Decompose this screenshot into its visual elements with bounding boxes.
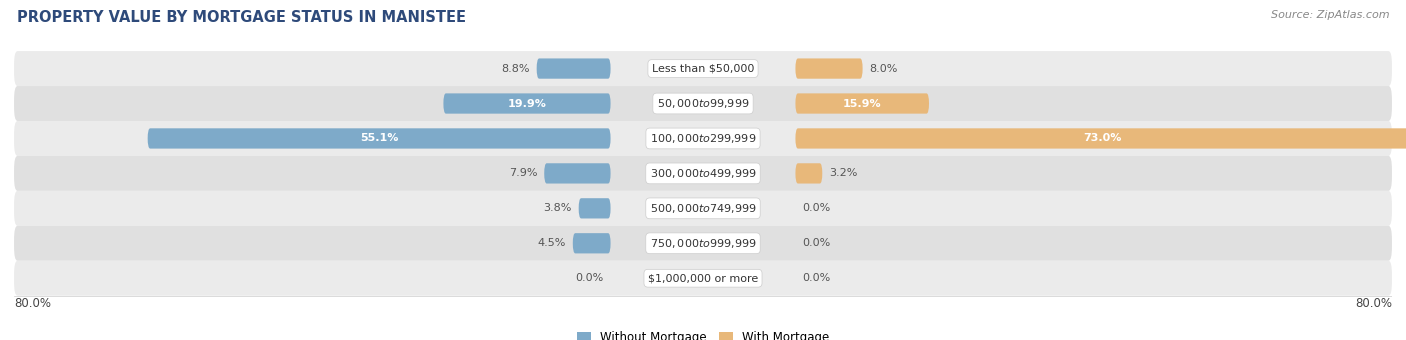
- Text: 80.0%: 80.0%: [1355, 298, 1392, 310]
- Text: $750,000 to $999,999: $750,000 to $999,999: [650, 237, 756, 250]
- Text: 8.8%: 8.8%: [502, 64, 530, 73]
- FancyBboxPatch shape: [544, 163, 610, 184]
- Text: $1,000,000 or more: $1,000,000 or more: [648, 273, 758, 283]
- FancyBboxPatch shape: [14, 226, 1392, 261]
- FancyBboxPatch shape: [148, 128, 610, 149]
- FancyBboxPatch shape: [14, 156, 1392, 191]
- FancyBboxPatch shape: [14, 51, 1392, 86]
- Text: Source: ZipAtlas.com: Source: ZipAtlas.com: [1271, 10, 1389, 20]
- Text: 55.1%: 55.1%: [360, 134, 398, 143]
- Text: 15.9%: 15.9%: [844, 99, 882, 108]
- FancyBboxPatch shape: [537, 58, 610, 79]
- FancyBboxPatch shape: [796, 94, 929, 114]
- Text: $50,000 to $99,999: $50,000 to $99,999: [657, 97, 749, 110]
- Text: 73.0%: 73.0%: [1083, 134, 1121, 143]
- Text: 80.0%: 80.0%: [14, 298, 51, 310]
- Text: 0.0%: 0.0%: [575, 273, 603, 283]
- FancyBboxPatch shape: [796, 128, 1406, 149]
- Legend: Without Mortgage, With Mortgage: Without Mortgage, With Mortgage: [572, 326, 834, 340]
- Text: 0.0%: 0.0%: [803, 238, 831, 248]
- Text: $300,000 to $499,999: $300,000 to $499,999: [650, 167, 756, 180]
- Text: $100,000 to $299,999: $100,000 to $299,999: [650, 132, 756, 145]
- Text: 0.0%: 0.0%: [803, 203, 831, 213]
- FancyBboxPatch shape: [14, 261, 1392, 296]
- Text: PROPERTY VALUE BY MORTGAGE STATUS IN MANISTEE: PROPERTY VALUE BY MORTGAGE STATUS IN MAN…: [17, 10, 465, 25]
- Text: 19.9%: 19.9%: [508, 99, 547, 108]
- Text: 8.0%: 8.0%: [869, 64, 897, 73]
- Text: Less than $50,000: Less than $50,000: [652, 64, 754, 73]
- Text: 7.9%: 7.9%: [509, 168, 537, 179]
- Text: 3.8%: 3.8%: [544, 203, 572, 213]
- FancyBboxPatch shape: [579, 198, 610, 219]
- FancyBboxPatch shape: [443, 94, 610, 114]
- FancyBboxPatch shape: [572, 233, 610, 253]
- FancyBboxPatch shape: [796, 163, 823, 184]
- Text: 0.0%: 0.0%: [803, 273, 831, 283]
- FancyBboxPatch shape: [14, 86, 1392, 121]
- Text: 4.5%: 4.5%: [537, 238, 567, 248]
- Text: $500,000 to $749,999: $500,000 to $749,999: [650, 202, 756, 215]
- FancyBboxPatch shape: [14, 191, 1392, 226]
- Text: 3.2%: 3.2%: [830, 168, 858, 179]
- FancyBboxPatch shape: [796, 58, 863, 79]
- FancyBboxPatch shape: [14, 121, 1392, 156]
